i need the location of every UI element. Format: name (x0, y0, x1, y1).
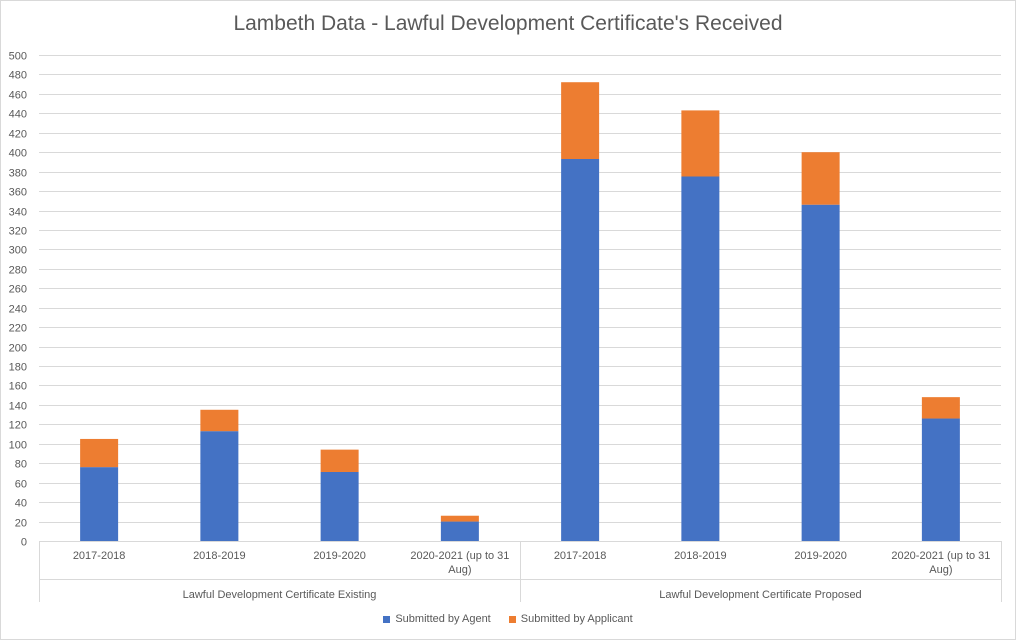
y-tick-label: 140 (9, 401, 27, 413)
y-tick-label: 360 (9, 187, 27, 199)
bar-submitted-by-applicant (801, 152, 840, 205)
bar-submitted-by-applicant (320, 449, 359, 472)
x-tick-label: 2019-2020 (794, 550, 847, 562)
bar-submitted-by-applicant (561, 82, 600, 160)
y-tick-label: 380 (9, 168, 27, 180)
bar-submitted-by-applicant (681, 110, 720, 177)
bar-submitted-by-applicant (440, 515, 479, 522)
legend-label-applicant: Submitted by Applicant (520, 613, 633, 625)
x-tick-label: 2020-2021 (up to 31 Aug) (410, 550, 509, 576)
y-tick-label: 260 (9, 284, 27, 296)
y-tick-label: 60 (15, 479, 27, 491)
y-tick-label: 400 (9, 148, 27, 160)
bar-submitted-by-agent (681, 176, 720, 541)
y-tick-label: 80 (15, 459, 27, 471)
bar-submitted-by-agent (801, 204, 840, 542)
y-tick-label: 300 (9, 245, 27, 257)
x-tick-label: 2017-2018 (554, 550, 607, 562)
bar-submitted-by-agent (320, 471, 359, 541)
y-tick-label: 240 (9, 304, 27, 316)
y-tick-label: 200 (9, 343, 27, 355)
bar-submitted-by-applicant (80, 438, 119, 468)
y-tick-label: 280 (9, 265, 27, 277)
bar-submitted-by-agent (921, 418, 960, 541)
bar-submitted-by-agent (200, 431, 239, 541)
y-tick-label: 120 (9, 420, 27, 432)
y-tick-label: 420 (9, 129, 27, 141)
legend-swatch-agent (383, 615, 391, 623)
bar-submitted-by-agent (440, 521, 479, 541)
chart-title: Lambeth Data - Lawful Development Certif… (233, 12, 783, 35)
y-tick-label: 160 (9, 381, 27, 393)
legend-item-applicant: Submitted by Applicant (508, 613, 633, 625)
legend-swatch-applicant (508, 615, 516, 623)
x-tick-label: 2020-2021 (up to 31 Aug) (891, 550, 990, 576)
y-tick-label: 480 (9, 70, 27, 82)
group-label: Lawful Development Certificate Existing (183, 589, 377, 601)
y-tick-label: 320 (9, 226, 27, 238)
bar-submitted-by-applicant (921, 397, 960, 419)
y-tick-label: 440 (9, 109, 27, 121)
y-tick-label: 460 (9, 90, 27, 102)
legend-item-agent: Submitted by Agent (383, 613, 491, 625)
bar-submitted-by-agent (80, 467, 119, 541)
bar-submitted-by-applicant (200, 409, 239, 432)
x-tick-label: 2018-2019 (674, 550, 727, 562)
x-tick-label: 2019-2020 (313, 550, 366, 562)
group-label: Lawful Development Certificate Proposed (659, 589, 861, 601)
y-tick-label: 20 (15, 518, 27, 530)
y-tick-label: 220 (9, 323, 27, 335)
y-tick-label: 40 (15, 498, 27, 510)
legend: Submitted by Agent Submitted by Applican… (0, 613, 1016, 625)
x-tick-label: 2017-2018 (73, 550, 126, 562)
bar-submitted-by-agent (561, 159, 600, 541)
legend-label-agent: Submitted by Agent (395, 613, 491, 625)
y-tick-label: 500 (9, 51, 27, 63)
y-tick-label: 0 (21, 537, 27, 549)
y-tick-label: 180 (9, 362, 27, 374)
x-tick-label: 2018-2019 (193, 550, 246, 562)
y-tick-label: 100 (9, 440, 27, 452)
y-tick-label: 340 (9, 207, 27, 219)
